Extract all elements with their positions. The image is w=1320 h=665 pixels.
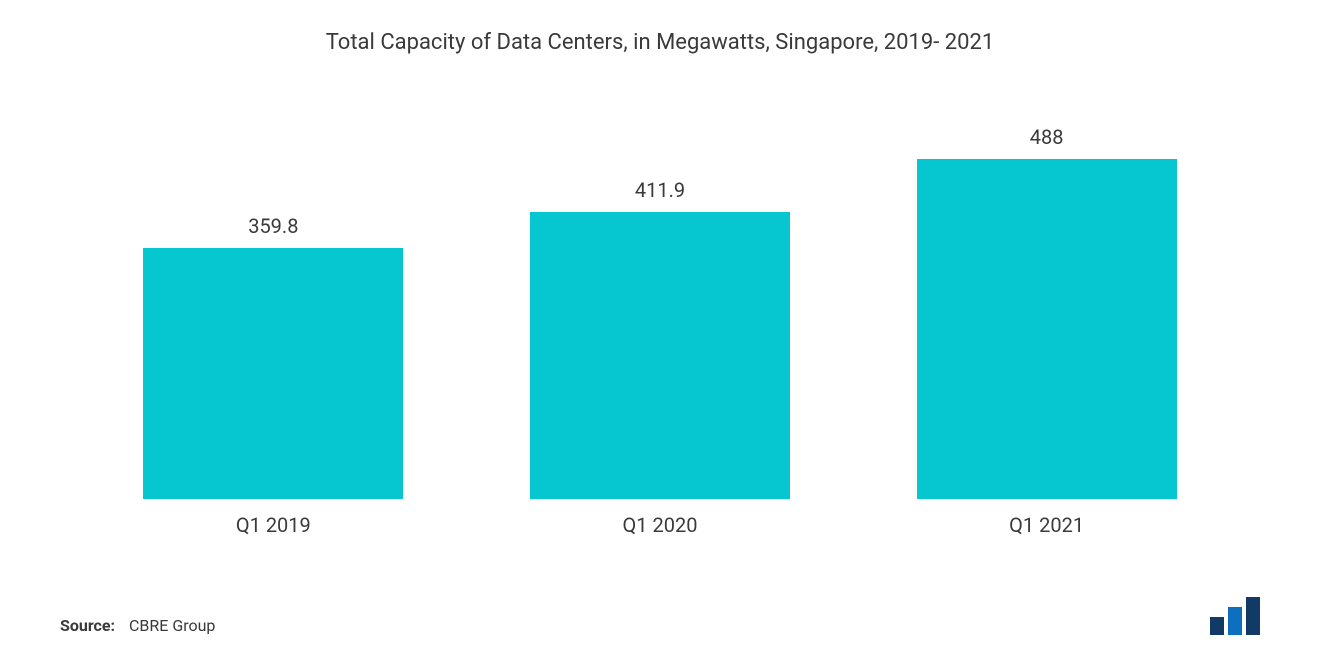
logo-bar [1228,607,1242,635]
bar-category-label: Q1 2019 [236,513,311,537]
bar-group: 359.8 Q1 2019 [99,214,447,537]
bar-group: 488 Q1 2021 [873,125,1221,537]
chart-container: Total Capacity of Data Centers, in Megaw… [0,0,1320,665]
bar-category-label: Q1 2020 [623,513,698,537]
logo-bar [1246,597,1260,635]
bar-value-label: 488 [1030,125,1064,149]
bar-group: 411.9 Q1 2020 [486,178,834,537]
source-value: CBRE Group [129,616,215,635]
bar [530,212,790,499]
chart-title: Total Capacity of Data Centers, in Megaw… [50,30,1270,55]
bar-value-label: 411.9 [635,178,685,202]
bar-value-label: 359.8 [248,214,298,238]
bar [143,248,403,499]
chart-footer: Source: CBRE Group [50,597,1270,645]
brand-logo-icon [1210,597,1260,635]
logo-bar [1210,617,1224,635]
bar [917,159,1177,499]
source-attribution: Source: CBRE Group [60,616,215,635]
chart-plot-area: 359.8 Q1 2019 411.9 Q1 2020 488 Q1 2021 [50,105,1270,537]
bar-category-label: Q1 2021 [1009,513,1084,537]
source-label: Source: [60,616,115,635]
